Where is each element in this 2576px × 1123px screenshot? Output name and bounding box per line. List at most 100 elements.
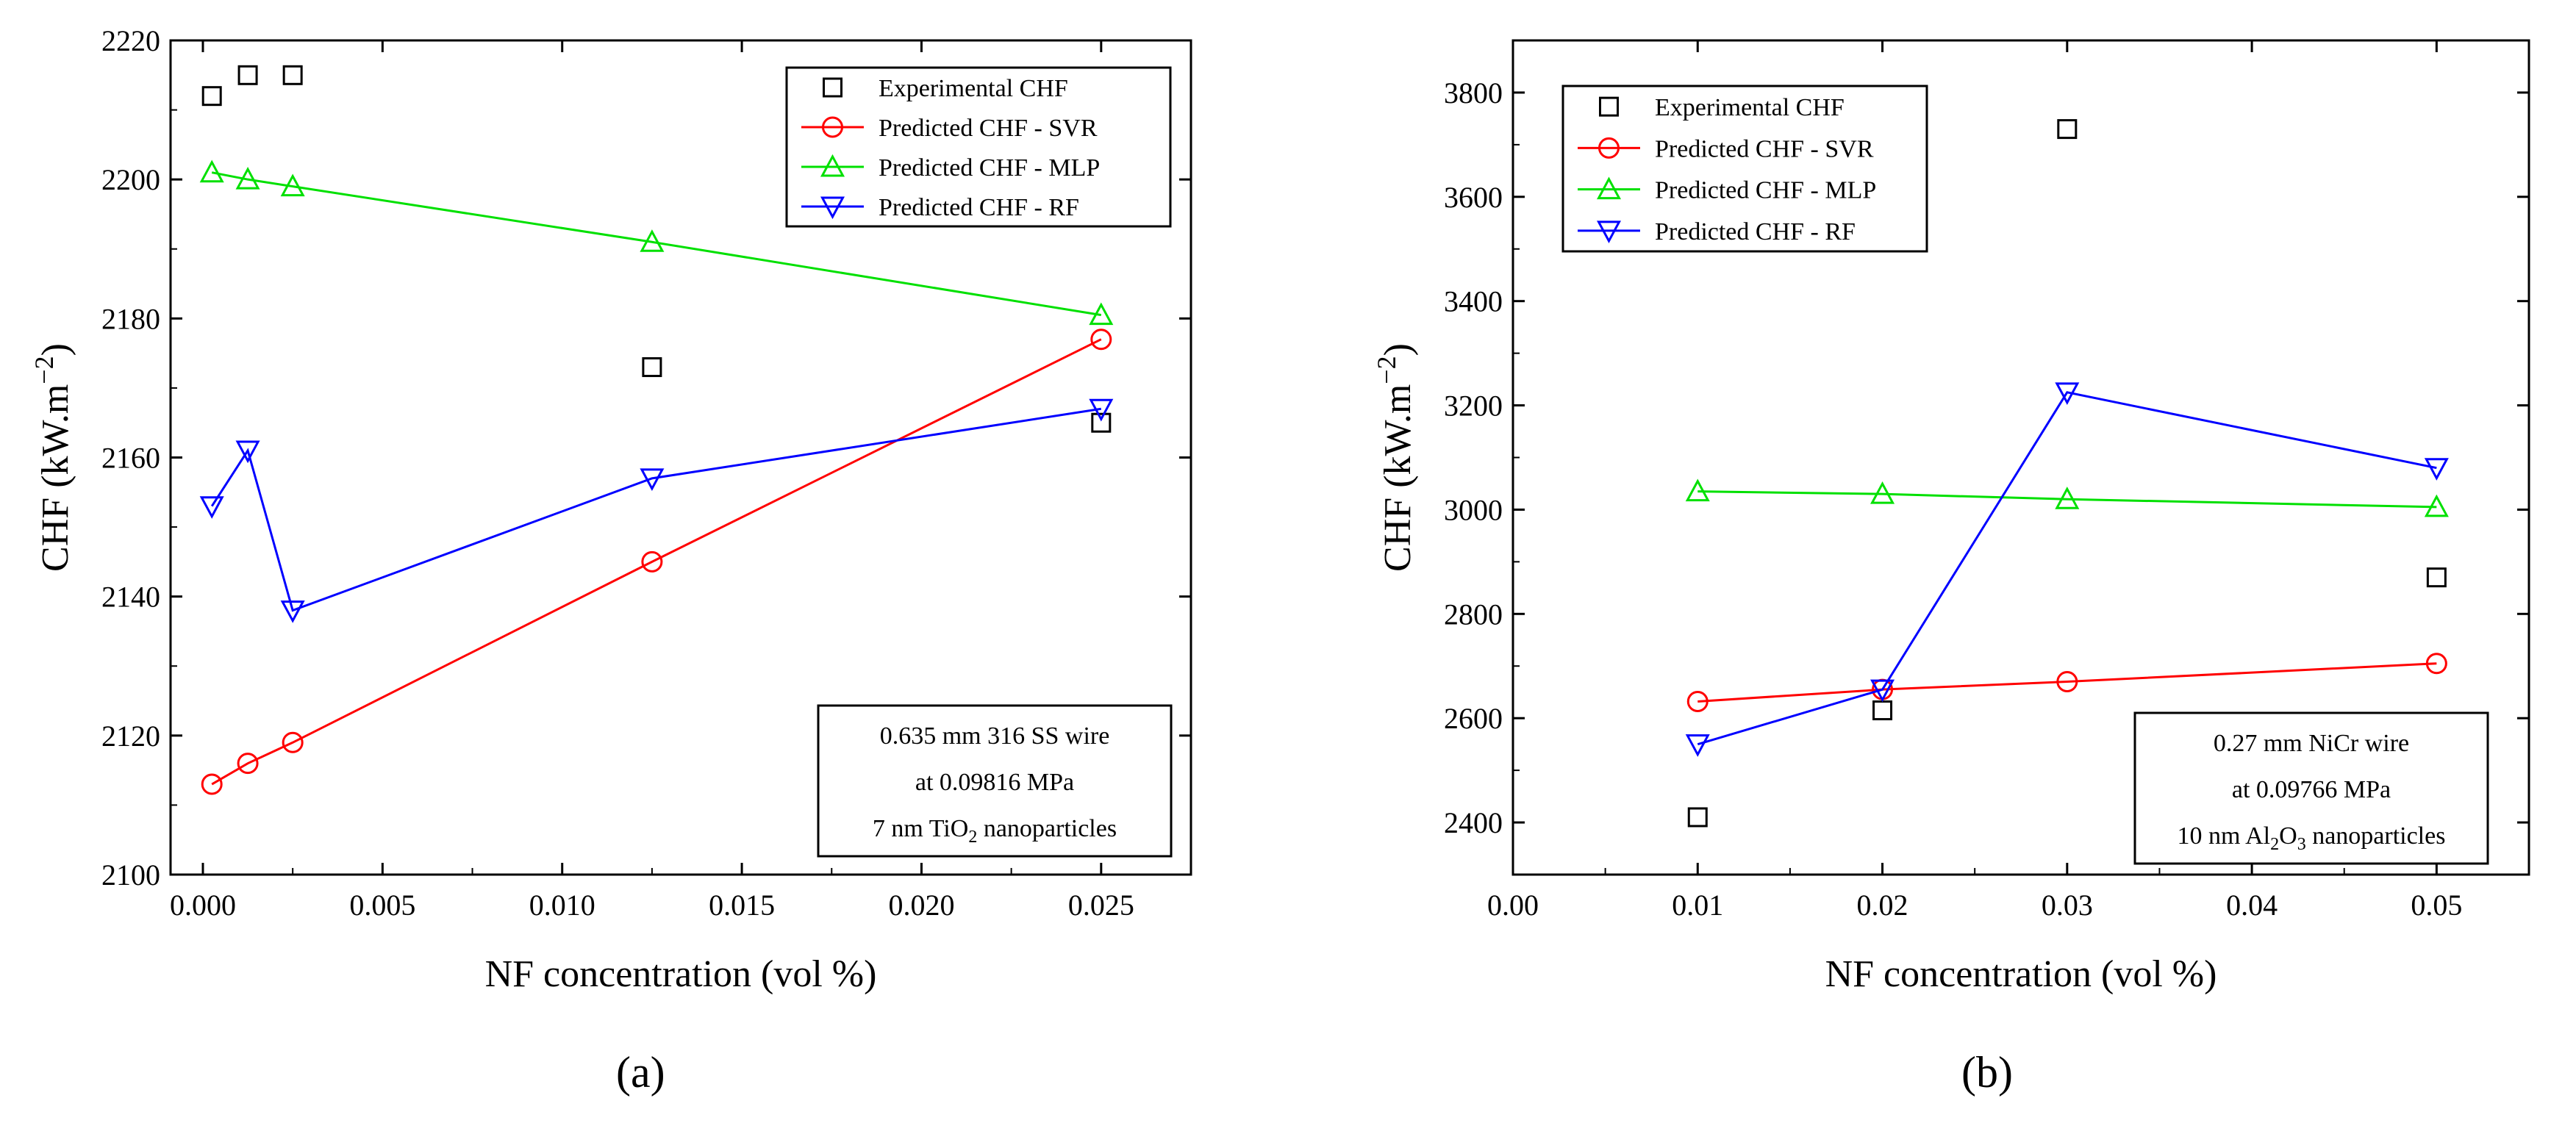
y-tick-label: 3200 — [1444, 390, 1503, 423]
data-point — [2424, 458, 2449, 481]
annotation-line: 7 nm TiO2 nanoparticles — [873, 815, 1117, 847]
y-tick-label: 3600 — [1444, 181, 1503, 214]
data-point — [2426, 567, 2447, 588]
series-0 — [201, 65, 1112, 433]
y-tick-label: 2220 — [101, 24, 160, 57]
legend-label: Predicted CHF - SVR — [1655, 135, 1874, 162]
y-axis-label: CHF (kW.m−2) — [29, 343, 76, 572]
data-point — [280, 173, 305, 197]
legend-label: Experimental CHF — [1655, 94, 1845, 121]
legend-label: Predicted CHF - MLP — [1655, 177, 1876, 204]
data-point — [640, 229, 665, 252]
data-point — [1870, 481, 1895, 504]
chart-b: 0.00 0.01 0.02 0.03 0.04 0.05 2400 2600 2800 3000… — [1372, 39, 2530, 995]
y-axis-label-close: ) — [35, 343, 76, 356]
y-tick-label: 2180 — [101, 302, 160, 335]
legend-box — [785, 66, 1172, 228]
series-2 — [199, 159, 1114, 326]
data-point — [1685, 734, 1710, 757]
y-tick-label: 2120 — [101, 720, 160, 753]
series-1 — [201, 329, 1112, 795]
series-line — [211, 171, 1102, 317]
data-point — [235, 440, 260, 464]
x-tick-label: 0.005 — [349, 889, 415, 922]
data-point — [280, 600, 305, 623]
data-point — [640, 468, 665, 492]
data-point — [2056, 671, 2078, 693]
y-tick-label: 3000 — [1444, 493, 1503, 526]
legend-box — [1561, 85, 1928, 253]
data-point — [1091, 412, 1112, 433]
data-point — [1685, 478, 1710, 502]
series-line — [1697, 490, 2437, 509]
series-2 — [1685, 478, 2449, 517]
annotation: 0.635 mm 316 SS wire at 0.09816 MPa 7 nm T… — [817, 704, 1173, 858]
legend-marker — [1596, 220, 1622, 244]
annotation-subscript: 2 — [968, 828, 977, 847]
legend-marker — [823, 77, 842, 98]
legend-label: Predicted CHF - RF — [879, 194, 1079, 221]
y-tick-label: 2100 — [101, 858, 160, 891]
y-axis-label-main: CHF (kW.m — [1377, 384, 1419, 572]
y-tick-label: 3400 — [1444, 285, 1503, 318]
legend: Experimental CHF Predicted CHF - SVR Predi… — [1561, 85, 1928, 253]
y-tick-label: 2800 — [1444, 598, 1503, 631]
caption-b: (b) — [1961, 1048, 2013, 1097]
legend-marker — [820, 196, 845, 220]
series-line — [1697, 391, 2437, 746]
series-line — [210, 407, 1102, 612]
data-point — [2424, 494, 2449, 517]
legend-label: Predicted CHF - MLP — [879, 154, 1100, 182]
x-tick-label: 0.01 — [1672, 889, 1723, 922]
legend-marker — [822, 116, 843, 138]
series-line — [1697, 662, 2437, 703]
annotation-box — [2133, 711, 2489, 865]
annotation-line: at 0.09766 MPa — [2232, 776, 2391, 803]
data-point — [201, 86, 222, 107]
data-point — [1090, 329, 1112, 351]
chart-a: 0.000 0.005 0.010 0.015 0.020 0.025 2100 2120 21… — [29, 24, 1192, 995]
annotation-text: nanoparticles — [977, 815, 1117, 842]
data-point — [237, 753, 259, 775]
annotation-text: nanoparticles — [2306, 822, 2446, 850]
legend-label: Predicted CHF - SVR — [879, 115, 1098, 142]
data-point — [201, 773, 223, 795]
annotation-line: 0.635 mm 316 SS wire — [880, 722, 1110, 750]
series-3 — [199, 398, 1114, 623]
legend-label: Experimental CHF — [879, 75, 1068, 102]
legend: Experimental CHF Predicted CHF - SVR Predi… — [785, 66, 1172, 228]
x-tick-label: 0.000 — [170, 889, 236, 922]
data-point — [1686, 690, 1709, 712]
y-axis-label-close: ) — [1377, 343, 1419, 356]
data-point — [199, 496, 224, 519]
y-axis-label: CHF (kW.m−2) — [1372, 343, 1419, 572]
data-point — [1089, 302, 1114, 326]
legend-marker — [1596, 176, 1622, 200]
y-tick-label: 3800 — [1444, 76, 1503, 110]
y-tick-label: 2600 — [1444, 702, 1503, 735]
y-tick-label: 2160 — [101, 442, 160, 475]
annotation-subscript: 3 — [2297, 835, 2306, 854]
legend-marker — [1598, 137, 1620, 159]
x-tick-label: 0.020 — [888, 889, 954, 922]
data-point — [1872, 700, 1893, 721]
legend-marker — [820, 154, 845, 177]
series-1 — [1686, 653, 2447, 712]
data-point — [1089, 398, 1114, 422]
annotation-subscript: 2 — [2270, 835, 2279, 854]
annotation-line: 10 nm Al2O3 nanoparticles — [2178, 822, 2446, 854]
caption-a: (a) — [616, 1048, 665, 1097]
annotation: 0.27 mm NiCr wire at 0.09766 MPa 10 nm Al2… — [2133, 711, 2489, 865]
data-point — [199, 159, 224, 183]
x-tick-label: 0.025 — [1068, 889, 1134, 922]
y-axis-label-exponent: −2 — [1372, 356, 1401, 384]
annotation-line: 0.27 mm NiCr wire — [2214, 730, 2409, 757]
annotation-line: at 0.09816 MPa — [915, 769, 1074, 796]
y-tick-label: 2200 — [101, 163, 160, 196]
y-axis-label-exponent: −2 — [29, 356, 59, 384]
data-point — [282, 65, 303, 85]
data-point — [641, 550, 663, 573]
x-tick-label: 0.05 — [2411, 889, 2462, 922]
x-tick-label: 0.00 — [1487, 889, 1539, 922]
